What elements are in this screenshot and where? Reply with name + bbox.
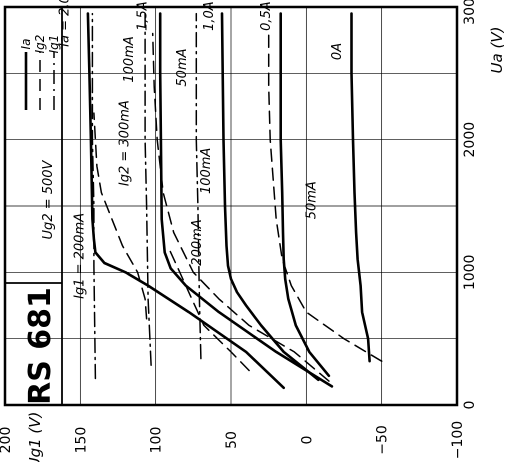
x-tick-label: 2000 — [462, 122, 478, 158]
series-line-2 — [220, 12, 320, 382]
legend-label: Ig1 — [47, 35, 61, 54]
curve-label: 0,5A — [259, 1, 274, 31]
x-tick-label: 0 — [462, 401, 478, 410]
y-tick-label: −100 — [450, 421, 466, 459]
chart-subtitle: Ug2 = 500V — [41, 159, 56, 239]
series-line-9 — [91, 12, 97, 380]
series-line-0 — [86, 12, 285, 390]
text-group: 200 150 100 50 0 −50 −100 0 1000 2000 3000 Ua (V) Ug… — [0, 0, 506, 466]
series-line-7 — [166, 245, 250, 372]
series-line-1 — [158, 12, 334, 388]
series-line-8 — [267, 32, 383, 362]
x-axis-label: Ua (V) — [488, 27, 506, 74]
y-tick-label: −50 — [375, 425, 391, 455]
x-tick-label: 1000 — [462, 255, 478, 291]
series-line-3 — [279, 12, 331, 378]
series-line-10 — [144, 12, 152, 366]
series-line-11 — [195, 12, 202, 360]
y-tick-label: 0 — [299, 436, 315, 445]
curve-label: Ia = 2,0A — [57, 0, 72, 47]
curve-label: 0A — [330, 43, 345, 60]
curve-label: 200mA — [190, 219, 205, 265]
curve-label: 100mA — [199, 148, 214, 194]
curve-label: 1,0A — [202, 1, 217, 31]
y-axis-label: Ug1 (V) — [26, 412, 44, 462]
curve-label: 50mA — [304, 181, 319, 219]
grid — [3, 5, 459, 407]
x-tick-label: 3000 — [462, 0, 478, 25]
chart-title: RS 681 — [23, 287, 58, 405]
y-tick-label: 200 — [0, 427, 14, 454]
series-line-5 — [93, 112, 148, 320]
curve-label: 1,5A — [136, 1, 151, 31]
curve-label: Ig1 = 200mA — [72, 213, 87, 299]
y-tick-label: 50 — [224, 431, 240, 449]
series-line-6 — [151, 32, 330, 382]
y-tick-label: 150 — [73, 427, 89, 454]
series-line-4 — [350, 12, 371, 363]
series-group — [86, 12, 383, 390]
legend-label: Ia — [19, 39, 33, 50]
y-tick-label: 100 — [149, 427, 165, 454]
legend-label: Ig2 — [33, 35, 47, 54]
title-box: RS 681 Ug2 = 500V Ia Ig2 Ig1 — [5, 7, 63, 405]
curve-label: 100mA — [122, 36, 137, 82]
curve-label: 50mA — [175, 48, 190, 86]
curve-label: Ig2 = 300mA — [118, 100, 133, 186]
